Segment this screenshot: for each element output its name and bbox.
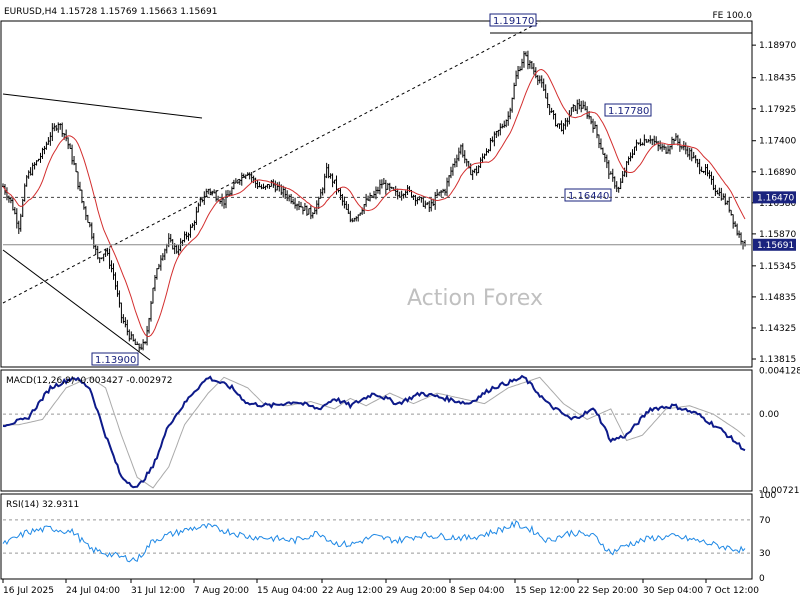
support-trendline (2, 249, 151, 361)
price-tick-label: 1.16380 (759, 199, 796, 209)
time-tick-label: 24 Jul 04:00 (66, 586, 120, 596)
price-candles (2, 50, 746, 352)
price-tick-label: 1.17925 (759, 105, 796, 115)
macd-tick-label: -0.007216 (759, 486, 800, 496)
time-tick-label: 8 Sep 04:00 (450, 586, 505, 596)
time-tick-label: 22 Sep 20:00 (578, 586, 638, 596)
macd-indicator: 0.004128 0.00 -0.007216 (2, 367, 800, 496)
time-tick-label: 29 Aug 20:00 (386, 586, 447, 596)
moving-average (2, 68, 746, 338)
time-tick-label: 31 Jul 12:00 (131, 586, 185, 596)
price-label-box (489, 13, 537, 27)
rsi-tick-label: 70 (759, 516, 771, 526)
rsi-title: RSI(14) 32.9311 (6, 500, 79, 510)
channel-trendline (2, 21, 541, 304)
time-tick-label: 15 Aug 04:00 (257, 586, 318, 596)
rsi-line (2, 520, 746, 563)
rsi-indicator: 100 70 30 0 (2, 491, 776, 584)
rsi-tick-label: 100 (759, 491, 776, 501)
symbol-info: EURUSD,H4 1.15728 1.15769 1.15663 1.1569… (4, 7, 217, 17)
price-label-box (564, 188, 612, 202)
price-label-text: 1.17780 (608, 106, 649, 117)
time-tick-label: 30 Sep 04:00 (643, 586, 703, 596)
price-tick-label: 1.17400 (759, 137, 796, 147)
resistance-trendline (2, 93, 203, 119)
price-tick-label: 1.13815 (759, 355, 796, 365)
time-axis: 16 Jul 2025 24 Jul 04:00 31 Jul 12:00 7 Aug… (2, 579, 759, 596)
time-tick-label: 7 Aug 20:00 (194, 586, 249, 596)
hline-tag-bg (753, 191, 796, 204)
price-label-box (91, 352, 139, 366)
price-label-text: 1.19170 (493, 16, 534, 27)
hline-tag-label: 1.16470 (757, 193, 794, 203)
ma-line (2, 68, 746, 338)
hline-tag-label: 1.15691 (757, 241, 794, 251)
time-tick-label: 15 Sep 12:00 (515, 586, 575, 596)
price-label-text: 1.16440 (568, 191, 609, 202)
hline-tag-bg (753, 238, 796, 251)
price-axis: 1.18970 1.18435 1.17925 1.17400 1.16890 1.163… (752, 41, 796, 365)
time-tick-label: 22 Aug 12:00 (322, 586, 383, 596)
macd-tick-label: 0.004128 (759, 367, 800, 377)
price-label-text: 1.13900 (95, 355, 136, 366)
price-tick-label: 1.16890 (759, 168, 796, 178)
price-tick-label: 1.14325 (759, 324, 796, 334)
price-panel (0, 20, 753, 368)
price-tick-label: 1.18435 (759, 74, 796, 84)
watermark: Action Forex (407, 286, 543, 311)
macd-tick-label: 0.00 (759, 410, 779, 420)
fe-label: FE 100.0 (713, 11, 753, 21)
macd-panel (0, 369, 753, 492)
macd-title: MACD(12,26,9) -0.003427 -0.002972 (6, 376, 172, 386)
price-label-box (604, 103, 652, 117)
rsi-tick-label: 0 (759, 574, 765, 584)
price-tick-label: 1.15345 (759, 262, 796, 272)
time-tick-label: 16 Jul 2025 (3, 586, 54, 596)
price-annotations: 1.19170 1.17780 1.16440 1.13900 1.16470 1.156… (3, 13, 796, 366)
time-tick-label: 7 Oct 12:00 (706, 586, 759, 596)
rsi-panel (0, 493, 753, 580)
price-tick-label: 1.15870 (759, 230, 796, 240)
rsi-tick-label: 30 (759, 549, 771, 559)
price-tick-label: 1.18970 (759, 41, 796, 51)
macd-line (2, 374, 746, 489)
price-tick-label: 1.14835 (759, 293, 796, 303)
macd-signal-line (3, 376, 746, 489)
